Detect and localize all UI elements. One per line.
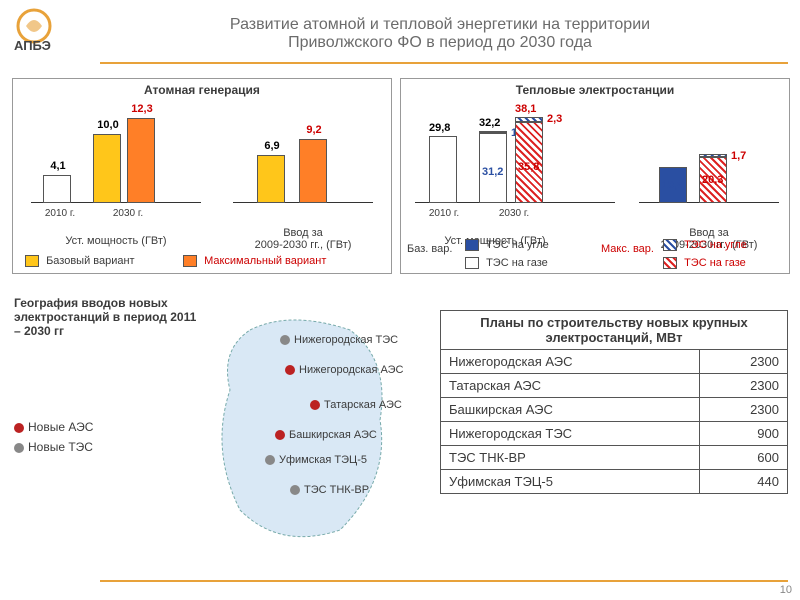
nuclear-chart-add: 6,9 9,2 xyxy=(233,113,373,203)
legend-item: ТЭС на газе xyxy=(663,257,746,269)
logo: АПБЭ xyxy=(12,8,92,56)
legend-aes: Новые АЭС xyxy=(14,420,93,434)
plans-table: Планы по строительству новых крупных эле… xyxy=(440,310,788,494)
axis-title: Уст. мощность (ГВт) xyxy=(31,235,201,247)
station-tes: Уфимская ТЭЦ-5 xyxy=(265,454,367,466)
thermal-title: Тепловые электростанции xyxy=(401,83,789,97)
station-aes: Нижегородская АЭС xyxy=(285,364,404,376)
bar: 12,3 xyxy=(127,118,155,203)
station-tes: Нижегородская ТЭС xyxy=(280,334,398,346)
x-label: 2010 г. xyxy=(419,208,469,219)
x-label: 2030 г. xyxy=(479,208,549,219)
swatch xyxy=(183,255,197,267)
station-aes: Татарская АЭС xyxy=(310,399,402,411)
bar: 10,0 xyxy=(93,134,121,203)
legend-item: ТЭС на угле xyxy=(465,239,549,251)
bar: 9,2 xyxy=(299,139,327,203)
legend-head-max: Макс. вар. xyxy=(601,243,654,255)
svg-text:АПБЭ: АПБЭ xyxy=(14,38,51,53)
plans-title: Планы по строительству новых крупных эле… xyxy=(441,311,788,350)
table-row: Уфимская ТЭЦ-5440 xyxy=(441,470,788,494)
legend-max: Максимальный вариант xyxy=(183,255,326,267)
panel-nuclear: Атомная генерация 4,1 10,0 12,3 2010 г. … xyxy=(12,78,392,274)
panel-thermal: Тепловые электростанции 29,8 32,231,21,0… xyxy=(400,78,790,274)
geo-title: География вводов новых электростанций в … xyxy=(14,296,204,338)
x-label: 2030 г. xyxy=(93,208,163,219)
divider-top xyxy=(100,62,788,64)
legend-tes: Новые ТЭС xyxy=(14,440,93,454)
table-row: Нижегородская ТЭС900 xyxy=(441,422,788,446)
table-row: ТЭС ТНК-ВР600 xyxy=(441,446,788,470)
swatch xyxy=(663,257,677,269)
swatch xyxy=(25,255,39,267)
thermal-chart-add: 15,8 20,31,7 xyxy=(639,113,779,203)
legend-item: ТЭС на газе xyxy=(465,257,548,269)
station-aes: Башкирская АЭС xyxy=(275,429,377,441)
table-row: Башкирская АЭС2300 xyxy=(441,398,788,422)
swatch xyxy=(465,257,479,269)
legend-base: Базовый вариант xyxy=(25,255,135,267)
divider-bottom xyxy=(100,580,788,582)
bar: 4,1 xyxy=(43,175,71,203)
nuclear-chart-capacity: 4,1 10,0 12,3 2010 г. 2030 г. xyxy=(31,113,201,203)
geo-legend: Новые АЭС Новые ТЭС xyxy=(14,420,93,454)
x-label: 2010 г. xyxy=(35,208,85,219)
legend-item: ТЭС на угле xyxy=(663,239,747,251)
bar: 6,9 xyxy=(257,155,285,203)
table-row: Татарская АЭС2300 xyxy=(441,374,788,398)
table-row: Нижегородская АЭС2300 xyxy=(441,350,788,374)
swatch xyxy=(663,239,677,251)
page-number: 10 xyxy=(780,584,792,596)
page-title: Развитие атомной и тепловой энергетики н… xyxy=(100,16,780,52)
axis-title: Ввод за 2009-2030 гг., (ГВт) xyxy=(223,227,383,251)
map: Нижегородская ТЭС Нижегородская АЭС Татарс… xyxy=(190,300,420,560)
station-tes: ТЭС ТНК-ВР xyxy=(290,484,369,496)
thermal-chart-capacity: 29,8 32,231,21,0 38,135,82,3 2010 г. 203… xyxy=(415,113,615,203)
legend-head-base: Баз. вар. xyxy=(407,243,452,255)
swatch xyxy=(465,239,479,251)
nuclear-title: Атомная генерация xyxy=(13,83,391,97)
